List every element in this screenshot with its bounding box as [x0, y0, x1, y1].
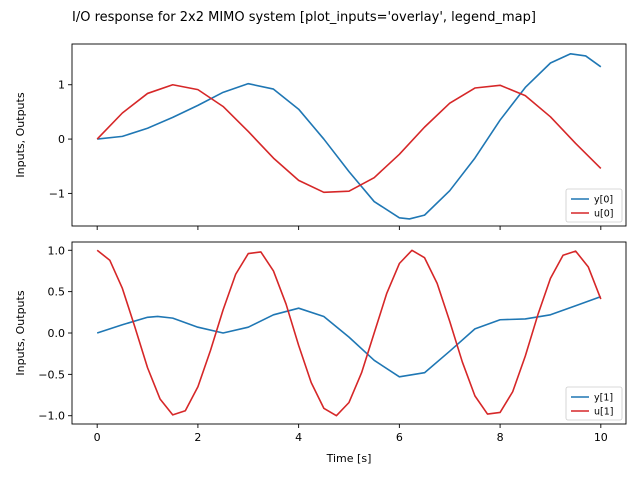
- panel-1-ytick-label: 0.0: [48, 327, 66, 340]
- panel-0-ytick-label: 0: [58, 133, 65, 146]
- panel-1-ytick-label: 0.5: [48, 286, 66, 299]
- panel-1-legend: y[1] u[1]: [565, 386, 623, 421]
- panel-1-legend-label-1: u[1]: [594, 407, 613, 418]
- panel-1-axes: 0 2 4 6 8 10 −1.0 −0.5 0.0 0.5 1.0 Inputs, Outputs T…: [14, 241, 627, 465]
- panel-0-legend-label-0: y[0]: [594, 195, 613, 206]
- panel-1-series-0-line: [96, 295, 602, 378]
- panel-1-xtick-label: 10: [594, 431, 608, 444]
- panel-1-xtick-label: 0: [94, 431, 101, 444]
- panel-0-ylabel: Inputs, Outputs: [14, 92, 27, 177]
- panel-1-frame: [71, 241, 627, 425]
- panel-1-legend-label-0: y[1]: [594, 393, 613, 404]
- panel-1-ytick-label: −0.5: [38, 368, 65, 381]
- panel-1-xlabel: Time [s]: [326, 452, 372, 465]
- panel-0-axes: −1 0 1 Inputs, Outputs y[0] u[0]: [14, 43, 627, 230]
- panel-0-series-1-line: [96, 83, 602, 194]
- panel-0-series-0-line: [97, 52, 602, 220]
- panel-0-ytick-label: 1: [58, 79, 65, 92]
- figure-title: I/O response for 2x2 MIMO system [plot_i…: [72, 10, 536, 25]
- panel-1-xtick-label: 6: [396, 431, 403, 444]
- panel-0-frame: [71, 43, 627, 227]
- panel-1-ytick-label: 1.0: [48, 244, 66, 257]
- panel-0-ytick-label: −1: [49, 187, 65, 200]
- subplots: −1 0 1 Inputs, Outputs y[0] u[0] 0 2 4 6 8 10 −1.0 −0…: [14, 43, 627, 465]
- panel-1-ytick-label: −1.0: [38, 410, 65, 423]
- panel-0-legend-label-1: u[0]: [594, 209, 613, 220]
- panel-0-legend: y[0] u[0]: [565, 188, 623, 223]
- panel-1-xtick-label: 8: [497, 431, 504, 444]
- panel-1-xtick-label: 4: [295, 431, 302, 444]
- panel-1-xtick-label: 2: [194, 431, 201, 444]
- panel-1-ylabel: Inputs, Outputs: [14, 290, 27, 375]
- panel-1-series-1-line: [96, 249, 602, 417]
